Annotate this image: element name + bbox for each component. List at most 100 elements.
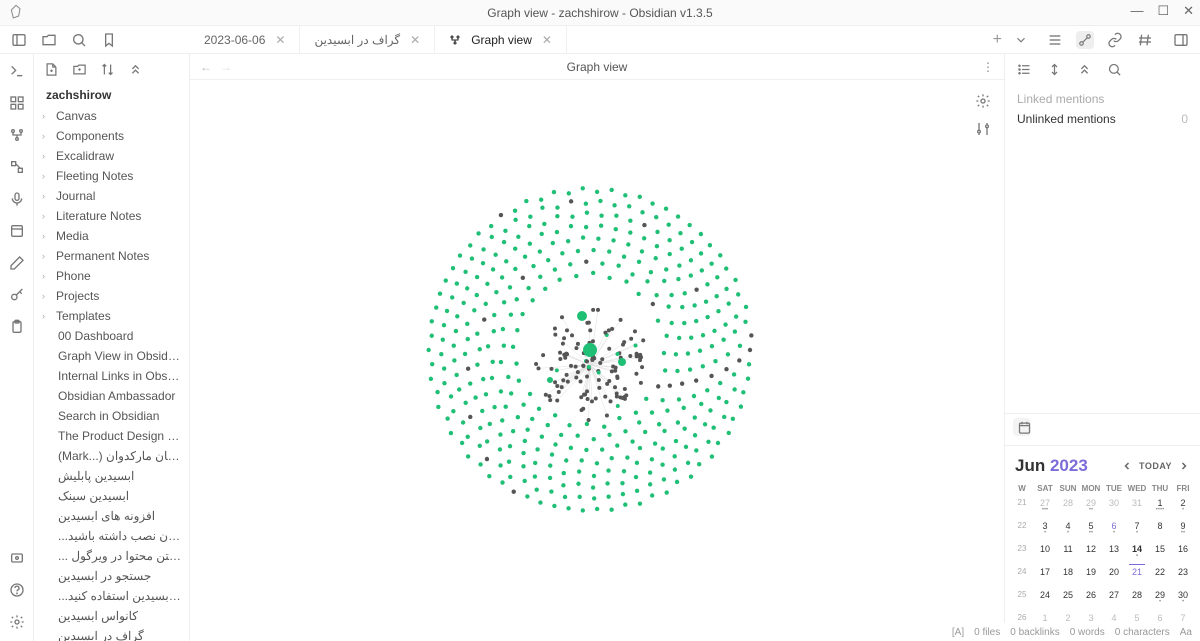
cal-day[interactable]: 3• xyxy=(1034,519,1056,541)
cal-day[interactable]: 16 xyxy=(1172,542,1194,564)
file-item[interactable]: The Product Design Chea... xyxy=(34,426,189,446)
linked-mentions-header[interactable]: Linked mentions xyxy=(1017,92,1188,106)
terminal-icon[interactable] xyxy=(8,62,26,80)
link-icon[interactable] xyxy=(1106,31,1124,49)
clipboard-icon[interactable] xyxy=(8,318,26,336)
folder-item[interactable]: ›Journal xyxy=(34,186,189,206)
status-a[interactable]: [A] xyxy=(952,627,964,638)
file-item[interactable]: کانواس ابسیدین xyxy=(34,606,189,626)
file-item[interactable]: افزونه های ابسیدین xyxy=(34,506,189,526)
collapse2-icon[interactable] xyxy=(1075,60,1093,78)
close-window-button[interactable]: ✕ xyxy=(1183,3,1194,19)
close-tab-icon[interactable]: ✕ xyxy=(542,33,552,47)
status-files[interactable]: 0 files xyxy=(974,627,1000,638)
calendar-tab-icon[interactable] xyxy=(1013,418,1031,436)
graph-view[interactable] xyxy=(190,80,1004,641)
folder-item[interactable]: ›Projects xyxy=(34,286,189,306)
cal-day[interactable]: 19 xyxy=(1080,565,1102,587)
cal-day[interactable]: 28 xyxy=(1057,496,1079,518)
tab[interactable]: گراف در ابسیدین✕ xyxy=(300,26,435,54)
file-item[interactable]: (Mark...) آموزش زبان مارکدوان xyxy=(34,446,189,466)
file-item[interactable]: Graph View in Obsidian xyxy=(34,346,189,366)
fork-icon[interactable] xyxy=(8,126,26,144)
graph-settings-icon[interactable] xyxy=(974,92,992,110)
cal-day[interactable]: 10 xyxy=(1034,542,1056,564)
tab[interactable]: 2023-06-06✕ xyxy=(190,26,300,54)
cal-day[interactable]: 21 xyxy=(1126,565,1148,587)
settings-icon[interactable] xyxy=(8,613,26,631)
cal-day[interactable]: 14• xyxy=(1126,542,1148,564)
cal-day[interactable]: 31 xyxy=(1126,496,1148,518)
close-tab-icon[interactable]: ✕ xyxy=(275,33,285,47)
search-icon[interactable] xyxy=(70,31,88,49)
cal-week-num[interactable]: 21 xyxy=(1011,496,1033,518)
cal-day[interactable]: 29• xyxy=(1149,588,1171,610)
cal-day[interactable]: 18 xyxy=(1057,565,1079,587)
graph-canvas[interactable] xyxy=(190,80,1004,641)
folder-item[interactable]: ›Fleeting Notes xyxy=(34,166,189,186)
cal-week-num[interactable]: 25 xyxy=(1011,588,1033,610)
status-aa[interactable]: Aa xyxy=(1180,627,1192,638)
cal-day[interactable]: 26 xyxy=(1080,588,1102,610)
cal-today-button[interactable]: TODAY xyxy=(1139,461,1172,471)
cal-day[interactable]: 30 xyxy=(1103,496,1125,518)
file-item[interactable]: Internal Links in Obsidian xyxy=(34,366,189,386)
template-icon[interactable] xyxy=(8,222,26,240)
random-icon[interactable] xyxy=(8,254,26,272)
cal-week-num[interactable]: 24 xyxy=(1011,565,1033,587)
tag-icon[interactable] xyxy=(1136,31,1154,49)
cal-day[interactable]: 27••• xyxy=(1034,496,1056,518)
cal-day[interactable]: 22 xyxy=(1149,565,1171,587)
file-item[interactable]: ... برای نوشتن محتوا در ویرگول xyxy=(34,546,189,566)
cal-day[interactable]: 5•• xyxy=(1080,519,1102,541)
cal-day[interactable]: 28 xyxy=(1126,588,1148,610)
file-item[interactable]: ...سیدین تون نصب داشته باشید xyxy=(34,526,189,546)
cal-day[interactable]: 6• xyxy=(1103,519,1125,541)
close-tab-icon[interactable]: ✕ xyxy=(410,33,420,47)
file-item[interactable]: ...ام افزار ابسیدین استفاده کنید xyxy=(34,586,189,606)
new-note-icon[interactable] xyxy=(42,60,60,78)
mic-icon[interactable] xyxy=(8,190,26,208)
cal-prev-icon[interactable] xyxy=(1121,460,1133,472)
cal-week-num[interactable]: 23 xyxy=(1011,542,1033,564)
folder-item[interactable]: ›Components xyxy=(34,126,189,146)
cal-day[interactable]: 25 xyxy=(1057,588,1079,610)
status-chars[interactable]: 0 characters xyxy=(1115,627,1170,638)
cal-day[interactable]: 17 xyxy=(1034,565,1056,587)
cal-day[interactable]: 24 xyxy=(1034,588,1056,610)
folder-item[interactable]: ›Canvas xyxy=(34,106,189,126)
cal-day[interactable]: 13 xyxy=(1103,542,1125,564)
cal-day[interactable]: 8 xyxy=(1149,519,1171,541)
folder-item[interactable]: ›Excalidraw xyxy=(34,146,189,166)
sort-icon[interactable] xyxy=(98,60,116,78)
nav-forward-icon[interactable]: → xyxy=(220,60,232,74)
folder-item[interactable]: ›Permanent Notes xyxy=(34,246,189,266)
cal-day[interactable]: 23 xyxy=(1172,565,1194,587)
folder-item[interactable]: ›Phone xyxy=(34,266,189,286)
file-explorer-icon[interactable] xyxy=(40,31,58,49)
file-item[interactable]: جستجو در ابسیدین xyxy=(34,566,189,586)
cal-day[interactable]: 7• xyxy=(1126,519,1148,541)
cal-day[interactable]: 1•••• xyxy=(1149,496,1171,518)
canvas-icon[interactable] xyxy=(8,158,26,176)
right-sidebar-toggle-icon[interactable] xyxy=(1172,31,1190,49)
cal-day[interactable]: 15 xyxy=(1149,542,1171,564)
file-item[interactable]: Search in Obsidian xyxy=(34,406,189,426)
cal-day[interactable]: 9•• xyxy=(1172,519,1194,541)
folder-item[interactable]: ›Literature Notes xyxy=(34,206,189,226)
sidebar-toggle-icon[interactable] xyxy=(10,31,28,49)
folder-item[interactable]: ›Media xyxy=(34,226,189,246)
cal-day[interactable]: 27 xyxy=(1103,588,1125,610)
list-icon[interactable] xyxy=(1046,31,1064,49)
unlinked-mentions-header[interactable]: Unlinked mentions xyxy=(1017,112,1116,126)
outline-icon[interactable] xyxy=(1015,60,1033,78)
key-icon[interactable] xyxy=(8,286,26,304)
nav-back-icon[interactable]: ← xyxy=(200,60,212,74)
file-item[interactable]: Obsidian Ambassador xyxy=(34,386,189,406)
cal-day[interactable]: 20 xyxy=(1103,565,1125,587)
new-folder-icon[interactable] xyxy=(70,60,88,78)
graph-filter-icon[interactable] xyxy=(974,120,992,138)
folder-item[interactable]: ›Templates xyxy=(34,306,189,326)
cal-next-icon[interactable] xyxy=(1178,460,1190,472)
file-item[interactable]: ابسیدین سینک xyxy=(34,486,189,506)
